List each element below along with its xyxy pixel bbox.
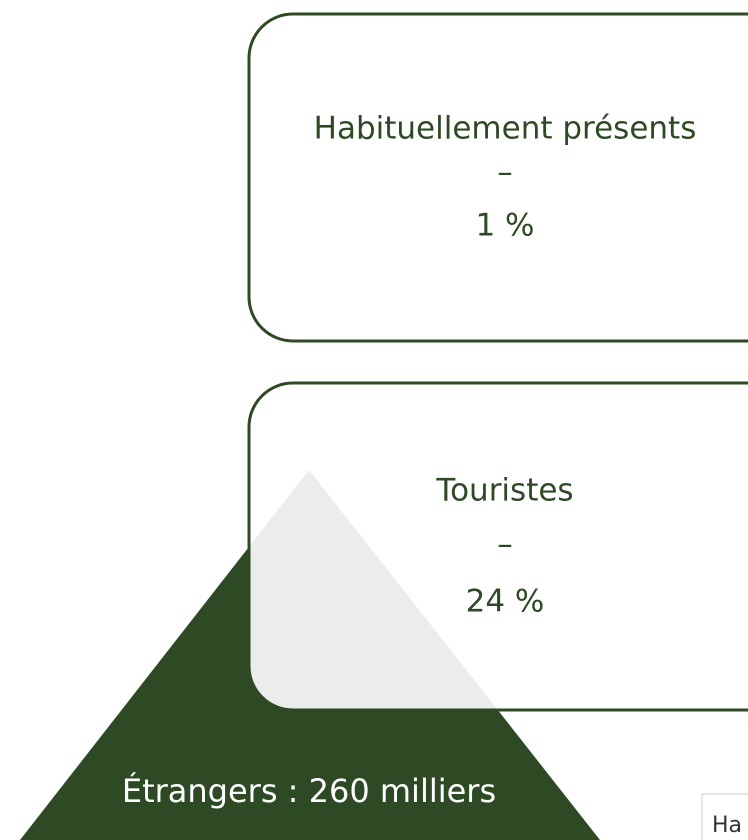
box	[247, 12, 748, 343]
box-title: Habituellement présents	[314, 111, 697, 147]
box-value: 1 %	[475, 208, 534, 244]
triangle-label: Étrangers : 260 milliers	[122, 772, 496, 810]
corner-widget	[701, 793, 748, 840]
box-value: 24 %	[466, 584, 545, 620]
corner-widget-text: Ha	[712, 813, 742, 838]
box-title: Touristes	[435, 473, 573, 509]
box	[247, 381, 748, 712]
box-separator: –	[497, 527, 513, 563]
box-separator: –	[497, 155, 513, 191]
